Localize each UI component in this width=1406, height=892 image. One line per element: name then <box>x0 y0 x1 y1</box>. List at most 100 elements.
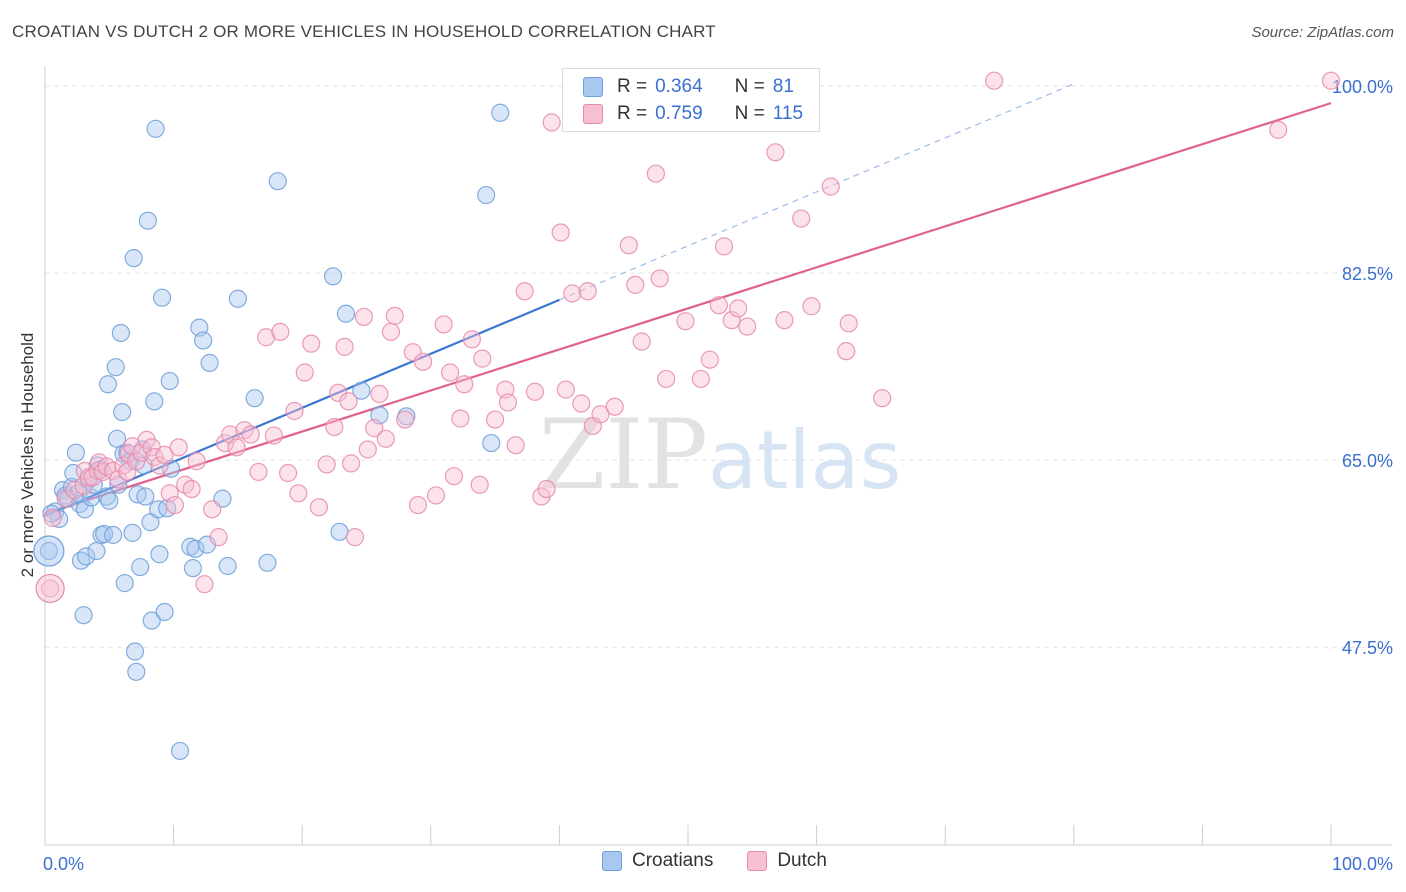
dutch-point <box>821 177 840 196</box>
croatians-point <box>123 523 142 542</box>
dutch-point <box>714 237 734 256</box>
dutch-point <box>676 312 695 331</box>
croatians-r-label: R = <box>617 76 648 97</box>
dutch-point <box>591 405 610 424</box>
croatians-point <box>100 491 119 510</box>
series-legend: Croatians Dutch <box>602 850 861 872</box>
croatians-point <box>77 547 96 566</box>
croatians-point <box>150 545 169 564</box>
croatians-point <box>109 475 128 494</box>
legend-item-dutch[interactable]: Dutch <box>747 850 827 872</box>
dutch-point <box>578 282 597 301</box>
dutch-point <box>572 394 591 413</box>
croatians-point <box>115 574 134 593</box>
dutch-point <box>525 382 545 401</box>
legend-row-croatians: R = 0.364 N = 81 <box>583 74 794 100</box>
croatians-swatch <box>583 77 603 97</box>
croatians-point <box>183 559 202 578</box>
x-tick-label-min: 0.0% <box>43 854 84 874</box>
croatians-point <box>268 172 287 191</box>
dutch-point <box>413 352 433 371</box>
croatians-point <box>138 211 157 230</box>
dutch-point <box>873 389 892 408</box>
dutch-legend-label: Dutch <box>777 850 827 871</box>
dutch-point <box>766 143 785 162</box>
x-tick-label-max: 100.0% <box>1332 854 1393 874</box>
croatians-point <box>136 487 155 506</box>
dutch-point <box>376 429 395 448</box>
croatians-point <box>155 602 174 622</box>
dutch-point <box>182 479 201 499</box>
dutch-point <box>839 314 858 333</box>
dutch-point <box>395 410 415 429</box>
dutch-point <box>563 284 582 303</box>
dutch-point <box>470 475 489 494</box>
dutch-point <box>408 495 428 515</box>
dutch-point <box>709 296 728 315</box>
croatians-point <box>113 402 132 422</box>
dutch-point <box>370 384 389 403</box>
croatians-point-large <box>33 535 65 567</box>
croatians-point <box>104 525 123 545</box>
dutch-point <box>155 445 174 464</box>
croatians-point <box>125 642 145 661</box>
croatians-point <box>107 429 127 448</box>
croatians-point <box>170 741 190 761</box>
croatians-point <box>352 381 371 400</box>
dutch-point <box>165 495 184 515</box>
croatians-point <box>152 288 172 307</box>
chart-title: CROATIAN VS DUTCH 2 OR MORE VEHICLES IN … <box>12 22 716 41</box>
croatians-point <box>323 267 343 286</box>
croatians-point <box>482 433 501 453</box>
dutch-swatch <box>583 104 603 124</box>
dutch-point <box>302 334 321 353</box>
dutch-point <box>335 337 354 356</box>
dutch-point <box>325 417 344 437</box>
y-axis-label: 2 or more Vehicles in Household <box>18 333 37 578</box>
dutch-point <box>289 484 308 503</box>
dutch-point <box>264 426 284 445</box>
dutch-point <box>792 209 811 228</box>
dutch-point <box>341 454 361 473</box>
dutch-point <box>169 438 188 457</box>
croatians-point <box>98 375 118 394</box>
dutch-point <box>657 369 676 389</box>
dutch-point <box>691 369 710 389</box>
dutch-point <box>837 342 856 361</box>
dutch-point <box>317 455 336 474</box>
dutch-point <box>426 486 446 505</box>
dutch-point <box>551 223 570 242</box>
croatians-point <box>336 304 356 323</box>
dutch-point <box>365 419 384 438</box>
dutch-point <box>271 322 290 341</box>
dutch-point <box>227 438 246 457</box>
croatians-point <box>124 249 143 268</box>
dutch-point <box>451 409 470 428</box>
y-tick-label: 65.0% <box>1342 451 1393 471</box>
croatians-point <box>245 389 264 408</box>
dutch-point <box>345 528 365 547</box>
point-layer <box>33 71 1341 761</box>
dutch-point <box>434 315 453 334</box>
croatians-point <box>106 358 125 377</box>
y-tick-label: 100.0% <box>1332 77 1393 97</box>
croatians-point <box>160 371 179 391</box>
dutch-point <box>309 498 329 517</box>
dutch-n-label: N = <box>734 103 765 124</box>
watermark-zip: ZIP <box>539 399 708 511</box>
dutch-point <box>1269 120 1288 139</box>
dutch-point <box>278 463 298 483</box>
dutch-point <box>542 113 561 132</box>
dutch-point <box>440 363 460 382</box>
dutch-point <box>104 461 123 480</box>
dutch-point <box>79 468 98 487</box>
dutch-point <box>444 467 464 486</box>
y-tick-label: 47.5% <box>1342 638 1393 658</box>
dutch-point <box>646 164 665 183</box>
croatians-point <box>87 541 106 561</box>
dutch-point <box>802 297 821 316</box>
axis-layer: 47.5% 65.0% 82.5% 100.0% 0.0% 100.0% <box>43 66 1393 874</box>
legend-item-croatians[interactable]: Croatians <box>602 850 713 872</box>
dutch-point <box>150 456 169 475</box>
